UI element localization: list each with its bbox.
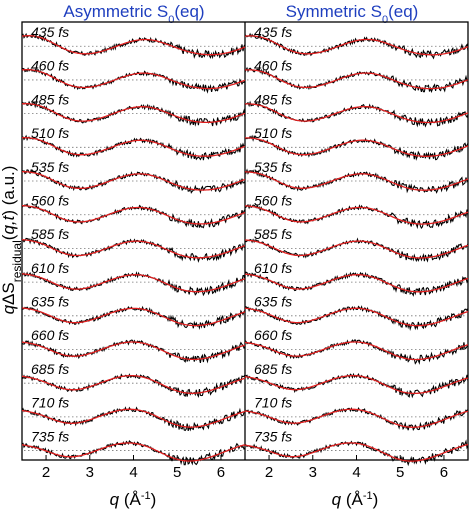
fit-line [245,137,469,157]
x-tick-label: 3 [309,464,317,481]
fit-line [244,69,469,90]
time-label: 560 fs [254,192,292,208]
data-line [244,271,469,297]
time-label: 610 fs [31,260,69,276]
data-line [244,439,469,467]
time-label: 560 fs [31,192,69,208]
fit-line [21,442,246,462]
time-label: 710 fs [254,395,292,411]
fit-line [244,374,469,395]
plot-layer: 2 3 4 5 6 435 fs 460 fs 485 fs 510 fs 535 fs 560 f… [21,21,469,481]
fit-line [21,273,246,293]
time-label: 435 fs [31,24,69,40]
time-label: 435 fs [254,24,292,40]
x-tick-label: 5 [396,464,404,481]
time-label: 460 fs [254,58,292,74]
fit-line [21,69,246,90]
fit-line [244,273,469,293]
fit-line [244,307,469,327]
fit-line [244,341,469,361]
time-label: 535 fs [254,159,292,175]
time-label: 510 fs [254,125,292,141]
x-tick-label: 6 [217,464,225,481]
fit-line [245,103,469,124]
time-label: 685 fs [254,361,292,377]
time-label: 735 fs [254,428,292,444]
fit-line [22,171,246,191]
time-label: 535 fs [31,159,69,175]
time-label: 510 fs [31,125,69,141]
data-line [244,372,469,399]
fit-line [21,307,246,327]
fit-line [21,239,246,259]
fit-line [245,35,469,56]
data-line [21,440,246,466]
fit-line [244,171,469,191]
fit-line [244,442,469,462]
fit-line [245,239,469,259]
time-label: 585 fs [254,226,292,242]
x-tick-label: 6 [440,464,448,481]
fit-line [245,205,469,225]
time-label: 610 fs [254,260,292,276]
time-label: 685 fs [31,361,69,377]
time-label: 635 fs [31,294,69,310]
time-label: 485 fs [31,91,69,107]
data-line [21,406,246,432]
data-line [21,339,246,364]
x-tick-label: 4 [352,464,360,481]
x-tick-label: 2 [265,464,273,481]
x-tick-label: 4 [129,464,137,481]
y-axis-label: qΔSresidual(q,t) (a.u.) [0,166,24,315]
x-axis-label-right: q (Å-1) [332,490,379,509]
time-label: 710 fs [31,395,69,411]
data-line [244,339,469,365]
panel-title-asymmetric: Asymmetric S0(eq) [63,2,204,26]
fit-line [22,205,246,225]
fit-line [21,103,246,124]
fit-line [244,408,469,428]
x-tick-label: 3 [86,464,94,481]
time-label: 735 fs [31,428,69,444]
x-axis-label-left: q (Å-1) [110,490,157,509]
time-label: 585 fs [31,226,69,242]
fit-line [21,408,246,428]
time-label: 660 fs [254,327,292,343]
fit-line [21,35,246,56]
data-line [244,406,469,432]
panel-title-symmetric: Symmetric S0(eq) [286,2,419,26]
x-tick-label: 5 [173,464,181,481]
time-label: 460 fs [31,58,69,74]
time-label: 485 fs [254,91,292,107]
x-tick-label: 2 [42,464,50,481]
time-label: 635 fs [254,294,292,310]
fit-line [22,137,246,157]
fit-line [21,341,246,361]
time-label: 660 fs [31,327,69,343]
fit-line [21,374,246,394]
